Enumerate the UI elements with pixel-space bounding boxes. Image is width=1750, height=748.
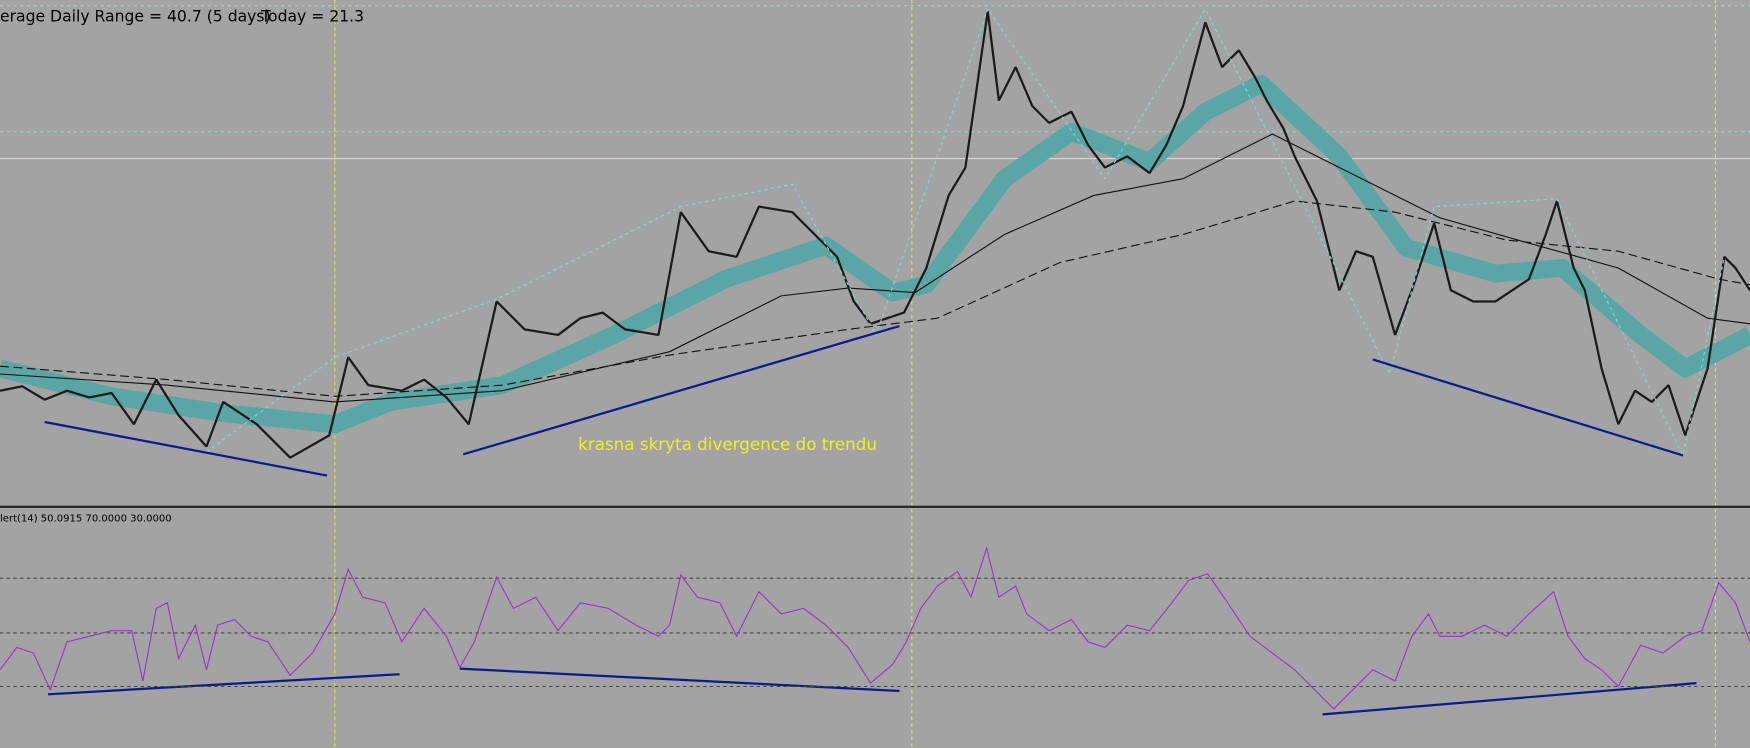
ma-line — [0, 133, 1750, 403]
rsi-line — [0, 546, 1750, 710]
ma-band — [0, 74, 1750, 434]
price-line — [0, 11, 1750, 459]
trend-lines — [44, 324, 1697, 716]
adr-text: erage Daily Range = 40.7 (5 days) — [0, 7, 271, 25]
indicator-label: lert(14) 50.0915 70.0000 30.0000 — [0, 513, 172, 524]
annotation: krasna skryta divergence do trendu — [578, 434, 877, 454]
today-text: Today = 21.3 — [260, 7, 364, 25]
separators — [334, 0, 1716, 748]
